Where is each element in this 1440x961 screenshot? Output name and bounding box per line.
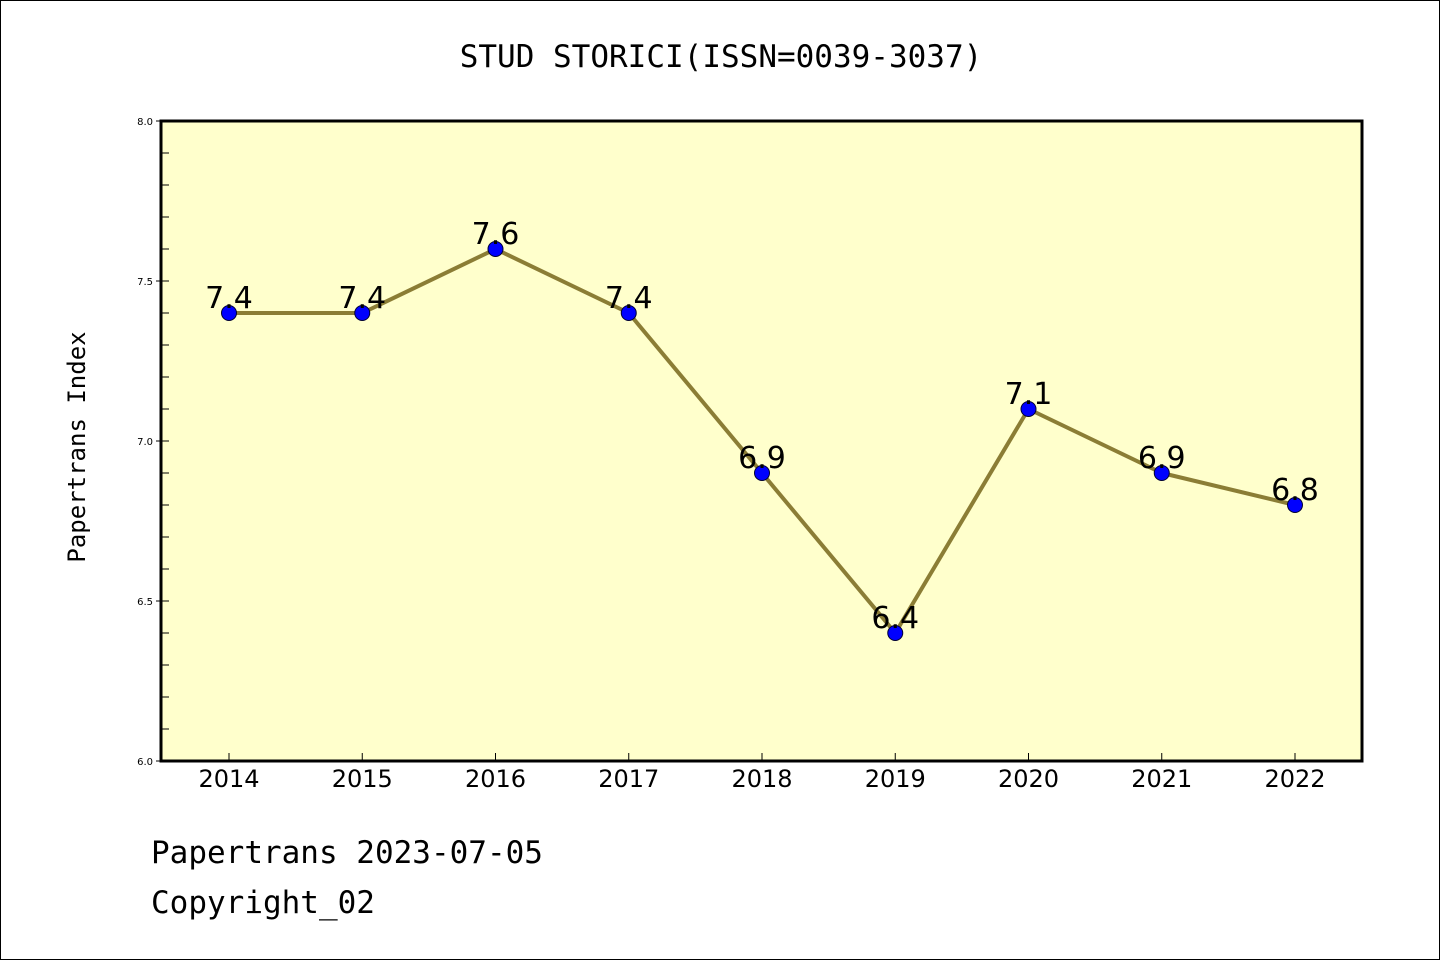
data-point bbox=[1287, 497, 1303, 513]
data-label: 6.9 bbox=[738, 441, 786, 476]
data-point bbox=[754, 465, 770, 481]
data-point bbox=[487, 241, 504, 257]
x-tick-label: 2016 bbox=[465, 765, 526, 793]
data-point bbox=[887, 625, 904, 641]
data-labels-layer: 7.4 7.4 7.6 7.4 6.9 6.4 7.1 6.9 6.8 bbox=[205, 217, 1319, 636]
plot-area bbox=[159, 119, 1364, 763]
x-tick-label: 2018 bbox=[731, 765, 792, 793]
y-tick-label: 7.0 bbox=[137, 437, 153, 448]
data-point bbox=[620, 305, 637, 321]
data-label: 7.6 bbox=[472, 217, 520, 252]
x-tick-label: 2019 bbox=[865, 765, 926, 793]
y-axis-label: Papertrans Index bbox=[63, 331, 91, 562]
x-tick-label: 2021 bbox=[1131, 765, 1192, 793]
x-tick-label: 2017 bbox=[598, 765, 659, 793]
data-point bbox=[1020, 401, 1037, 417]
y-tick-label: 7.5 bbox=[137, 277, 153, 288]
x-tick-label: 2022 bbox=[1264, 765, 1325, 793]
y-tick-label: 6.0 bbox=[137, 757, 153, 768]
data-point bbox=[354, 305, 371, 321]
data-label: 7.4 bbox=[205, 281, 253, 316]
data-label: 6.8 bbox=[1271, 473, 1319, 508]
chart-title: STUD STORICI(ISSN=0039-3037) bbox=[460, 39, 983, 75]
x-axis-ticks: 2014 2015 2016 2017 2018 2019 2020 2021 2022 bbox=[198, 753, 1326, 793]
data-point bbox=[221, 305, 237, 321]
x-tick-label: 2020 bbox=[998, 765, 1059, 793]
series-layer bbox=[221, 241, 1303, 641]
x-tick-label: 2014 bbox=[198, 765, 259, 793]
data-label: 7.1 bbox=[1005, 377, 1053, 412]
y-tick-label: 6.5 bbox=[137, 597, 153, 608]
y-tick-label: 8.0 bbox=[137, 117, 153, 128]
x-tick-label: 2015 bbox=[332, 765, 393, 793]
data-label: 6.4 bbox=[871, 601, 919, 636]
data-label: 6.9 bbox=[1138, 441, 1186, 476]
data-point bbox=[1153, 465, 1170, 481]
footer-copyright: Copyright_02 bbox=[151, 885, 375, 921]
data-label: 7.4 bbox=[605, 281, 653, 316]
y-axis-ticks: 6.0 6.5 7.0 7.5 8.0 bbox=[137, 117, 169, 768]
data-label: 7.4 bbox=[338, 281, 386, 316]
footer-stamp: Papertrans 2023-07-05 bbox=[151, 835, 543, 871]
